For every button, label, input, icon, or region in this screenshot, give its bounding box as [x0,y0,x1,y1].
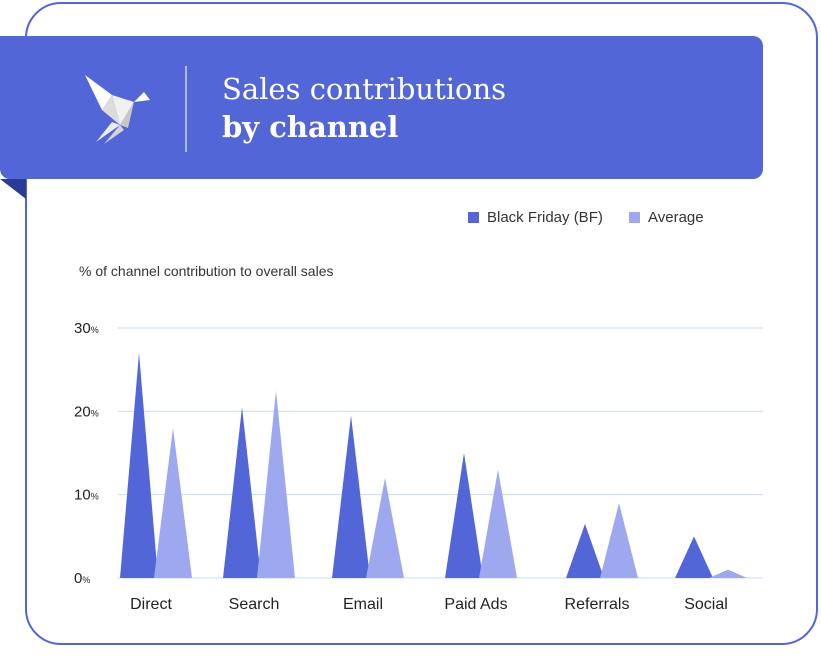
y-tick-unit: % [91,325,99,335]
x-tick-label: Referrals [565,596,630,613]
y-tick-label: 20% [74,403,99,420]
bar-black-friday-search [223,407,261,578]
legend-swatch-average [629,212,640,223]
legend-swatch-black-friday [468,212,479,223]
x-tick-label: Social [684,596,728,613]
bar-black-friday-social [675,536,713,578]
y-tick-label: 30% [74,320,99,337]
bar-average-paid-ads [479,469,517,578]
y-tick-label: 0% [74,570,90,587]
bar-average-social [709,569,747,578]
y-tick-number: 20 [74,403,91,420]
bar-black-friday-email [332,415,370,578]
y-tick-label: 10% [74,487,99,504]
bar-black-friday-direct [120,353,158,578]
origami-bird-icon [85,75,150,144]
bar-black-friday-paid-ads [445,453,483,578]
bar-average-referrals [600,503,638,578]
page-title-line2: by channel [222,110,399,144]
y-tick-number: 0 [74,570,82,587]
x-tick-label: Email [343,596,383,613]
legend-label-average: Average [648,209,704,226]
x-tick-label: Direct [130,596,172,613]
bar-average-direct [154,428,192,578]
y-axis-label: % of channel contribution to overall sal… [79,263,334,279]
banner-divider [185,66,187,152]
bar-black-friday-referrals [566,523,604,578]
legend-item-black-friday: Black Friday (BF) [468,209,603,226]
y-tick-number: 30 [74,320,91,337]
x-tick-label: Paid Ads [444,596,507,613]
bar-average-email [366,478,404,578]
legend-label-black-friday: Black Friday (BF) [487,209,603,226]
y-tick-unit: % [91,408,99,418]
y-tick-unit: % [82,575,90,585]
page-title-line1: Sales contributions [222,72,507,106]
x-tick-label: Search [229,596,280,613]
legend-item-average: Average [629,209,704,226]
y-tick-number: 10 [74,487,91,504]
banner-fold [0,179,26,199]
bar-average-search [257,390,295,578]
y-tick-unit: % [91,492,99,502]
